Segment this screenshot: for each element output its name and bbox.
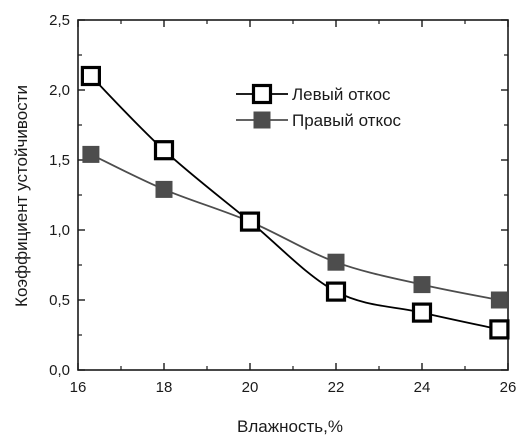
data-point-open-square bbox=[80, 65, 102, 87]
data-point-filled-square bbox=[155, 180, 173, 198]
data-point-open-square bbox=[153, 140, 175, 161]
x-tick-label: 24 bbox=[414, 379, 431, 396]
y-axis-title: Коэффициент устойчивости bbox=[12, 85, 31, 307]
data-point-filled-square bbox=[490, 291, 508, 309]
series-markers bbox=[80, 65, 510, 340]
legend-label: Левый откос bbox=[292, 85, 391, 104]
data-point-open-square bbox=[325, 281, 347, 302]
y-tick-label: 1,0 bbox=[49, 222, 70, 239]
x-tick-label: 16 bbox=[70, 379, 87, 396]
legend-label: Правый откос bbox=[292, 111, 402, 130]
y-tick-label: 2,0 bbox=[49, 82, 70, 99]
data-point-filled-square bbox=[413, 276, 431, 294]
y-tick-label: 0,5 bbox=[49, 292, 70, 309]
legend-marker-filled-square bbox=[253, 111, 271, 129]
x-tick-label: 22 bbox=[328, 379, 345, 396]
series-line bbox=[90, 153, 500, 301]
data-point-filled-square bbox=[82, 145, 100, 163]
x-tick-label: 20 bbox=[242, 379, 259, 396]
axes: 16 18 20 22 24 26 0,0 0,5 1,0 1,5 2,0 2,5 bbox=[49, 12, 516, 396]
y-tick-label: 1,5 bbox=[49, 152, 70, 169]
legend: Левый откос Правый откос bbox=[236, 83, 402, 130]
data-point-open-square bbox=[489, 319, 510, 340]
x-tick-label: 26 bbox=[500, 379, 517, 396]
x-tick-label: 18 bbox=[156, 379, 173, 396]
legend-marker-open-square bbox=[251, 83, 273, 105]
data-point-filled-square bbox=[327, 253, 345, 271]
x-axis-title: Влажность,% bbox=[237, 417, 343, 436]
data-point-open-square bbox=[411, 302, 433, 323]
data-point-open-square bbox=[239, 211, 261, 232]
y-tick-label: 0,0 bbox=[49, 362, 70, 379]
y-tick-label: 2,5 bbox=[49, 12, 70, 29]
